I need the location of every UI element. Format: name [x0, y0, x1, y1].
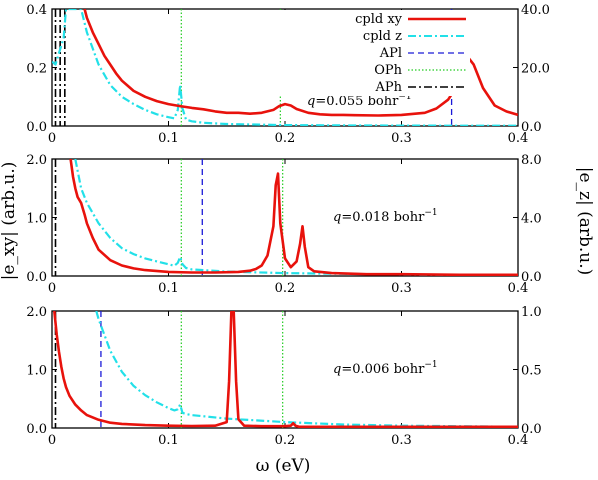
y-tick-label: 0.2: [26, 62, 47, 77]
x-tick-label: 0.1: [158, 131, 179, 146]
legend-label-cpld-xy: cpld xy: [355, 12, 403, 27]
series-cpld-xy-middle: [69, 159, 518, 276]
y2-tick-label: 0.0: [521, 270, 542, 285]
series-cpld-z-top: [52, 9, 518, 126]
legend: cpld xy cpld z APl OPh APh: [270, 10, 470, 96]
x-tick-label: 0.2: [275, 281, 296, 296]
y-tick-label: 0.0: [26, 120, 47, 135]
panel-bottom-frame: [51, 310, 519, 429]
y2-tick-label: 20.0: [521, 62, 550, 77]
annotation-top: q=0.055 bohr−1: [307, 92, 412, 109]
x-tick-label: 0: [48, 281, 56, 296]
y2-tick-label: 0.0: [521, 422, 542, 437]
ticks-layer: 0 0.1 0.2 0.3 0.40.00.20.40.020.040.00 0.1 0.2…: [26, 3, 550, 448]
x-tick-label: 0.3: [391, 131, 412, 146]
y-tick-label: 2.0: [26, 305, 47, 320]
x-tick-label: 0.1: [158, 433, 179, 448]
series-cpld-z-middle: [74, 159, 518, 276]
y2-tick-label: 0.5: [521, 364, 542, 379]
legend-label-cpld-z: cpld z: [363, 29, 402, 44]
y-tick-label: 0.0: [26, 270, 47, 285]
x-tick-label: 0: [48, 433, 56, 448]
x-tick-label: 0.4: [508, 433, 529, 448]
annotation-bottom: q=0.006 bohr−1: [333, 360, 438, 377]
y2-tick-label: 8.0: [521, 153, 542, 168]
x-tick-label: 0.1: [158, 281, 179, 296]
x-tick-label: 0.2: [275, 131, 296, 146]
x-axis-label: ω (eV): [256, 456, 311, 476]
legend-label-aph: APh: [374, 80, 402, 95]
y2-tick-label: 1.0: [521, 305, 542, 320]
series-cpld-z-bottom: [95, 311, 518, 428]
y2-tick-label: 0.0: [521, 120, 542, 135]
legend-label-oph: OPh: [374, 63, 402, 78]
x-tick-label: 0.2: [275, 433, 296, 448]
y-tick-label: 2.0: [26, 153, 47, 168]
y-tick-label: 0.4: [26, 3, 47, 18]
x-tick-label: 0.4: [508, 281, 529, 296]
y-axis-label-left: |e_xy| (arb.u.): [0, 162, 19, 281]
x-tick-label: 0.3: [391, 433, 412, 448]
annotation-middle: q=0.018 bohr−1: [333, 208, 438, 225]
y-tick-label: 1.0: [26, 364, 47, 379]
y-tick-label: 1.0: [26, 212, 47, 227]
x-tick-label: 0.4: [508, 131, 529, 146]
x-tick-label: 0.3: [391, 281, 412, 296]
x-tick-label: 0: [48, 131, 56, 146]
y-tick-label: 0.0: [26, 422, 47, 437]
series-cpld-xy-bottom: [53, 311, 518, 428]
y2-tick-label: 40.0: [521, 3, 550, 18]
y2-tick-label: 4.0: [521, 212, 542, 227]
y-axis-label-right: |e_z| (arb.u.): [575, 167, 595, 276]
legend-label-apl: APl: [379, 46, 402, 61]
legend-background: [270, 10, 470, 96]
